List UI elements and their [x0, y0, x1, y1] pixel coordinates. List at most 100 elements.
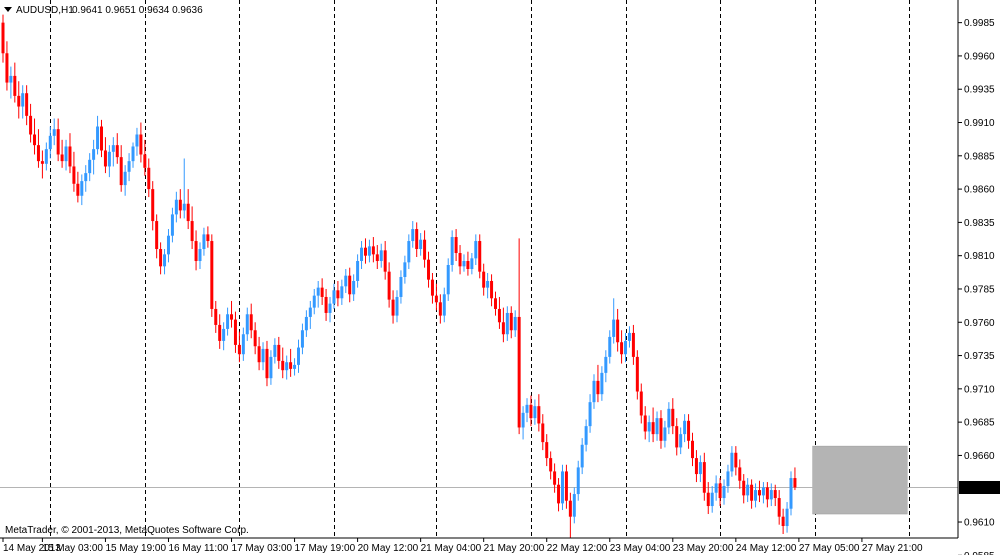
candle [482, 263, 486, 296]
candle-body [785, 508, 789, 527]
candle [36, 129, 40, 168]
candle [411, 221, 415, 248]
price-tick-label: 0.9710 [964, 384, 995, 395]
time-tick-label: 21 May 04:00 [421, 543, 482, 554]
candle [501, 307, 505, 343]
candle-body [72, 166, 76, 184]
candle-body [21, 93, 25, 107]
candle [241, 327, 245, 361]
candle [505, 306, 509, 341]
candle-body [139, 134, 143, 155]
candle-body [687, 420, 691, 441]
candle [48, 126, 52, 159]
candle [80, 174, 84, 206]
candle [560, 464, 564, 511]
candle [576, 460, 580, 501]
candle [588, 394, 592, 433]
candle-body [182, 203, 186, 211]
time-tick-label: 16 May 11:00 [168, 543, 228, 554]
candle-body [210, 241, 214, 309]
candle-body [127, 161, 131, 172]
candle-body [608, 336, 612, 357]
candle-body [718, 483, 722, 499]
candle [446, 258, 450, 301]
candle [691, 432, 694, 467]
price-tick-label: 0.9660 [964, 451, 995, 462]
candle-body [198, 249, 202, 262]
candle [399, 270, 403, 304]
candle [174, 191, 178, 223]
candle-body [56, 129, 60, 155]
candle [391, 290, 395, 324]
candle-body [40, 161, 44, 164]
candle [529, 395, 533, 427]
triangle-down-icon[interactable] [4, 7, 12, 12]
candle [694, 450, 698, 483]
candle-body [48, 135, 52, 150]
candle-body [241, 334, 245, 355]
candle-body [572, 494, 576, 517]
candle [159, 242, 163, 275]
candle-body [155, 221, 159, 250]
candle-body [478, 241, 482, 272]
candle [750, 479, 754, 509]
candle-body [450, 237, 454, 266]
candle [151, 181, 155, 231]
candle-body [151, 189, 155, 222]
candle [202, 227, 206, 256]
candle-body [781, 516, 785, 527]
candle-body [427, 259, 431, 280]
candle-body [663, 427, 667, 441]
candle-body [25, 93, 29, 116]
candle-body [289, 362, 293, 369]
candle-body [214, 308, 218, 325]
candle [163, 249, 167, 275]
candle [143, 139, 147, 176]
candle [206, 226, 210, 248]
candle-body [513, 316, 517, 331]
candle [387, 262, 391, 308]
candle-body [277, 344, 281, 361]
candle-body [281, 360, 285, 371]
candle-body [218, 324, 222, 341]
candle-body [103, 150, 107, 167]
candle [604, 350, 608, 383]
candle [348, 267, 352, 303]
candle-body [722, 486, 726, 499]
candle [190, 206, 194, 250]
candle [706, 482, 710, 515]
candle-body [738, 467, 742, 481]
candle [194, 230, 198, 271]
candle-body [714, 483, 718, 493]
candle [608, 330, 612, 364]
time-tick-label: 20 May 12:00 [358, 543, 419, 554]
candle-body [68, 146, 72, 167]
candle [253, 322, 257, 355]
candle-body [273, 344, 277, 357]
candle [281, 347, 285, 379]
candle [789, 471, 793, 516]
candle [135, 127, 139, 156]
candle [624, 332, 628, 363]
candle-body [533, 406, 537, 419]
candle-body [186, 203, 190, 222]
candle-body [332, 290, 336, 304]
candle-body [458, 253, 462, 267]
price-tick-label: 0.9685 [964, 418, 995, 429]
candle-body [253, 330, 257, 347]
candle-body [651, 422, 655, 435]
candle [123, 165, 127, 196]
candle-body [490, 280, 494, 299]
candle [659, 410, 663, 449]
candle [635, 350, 639, 400]
candle [434, 283, 438, 311]
candle-body [631, 332, 635, 357]
candle [139, 122, 143, 163]
candle [537, 394, 541, 432]
candle-body [584, 426, 588, 445]
candle [419, 233, 423, 256]
candle [683, 414, 687, 443]
candle-body [521, 412, 525, 428]
candle [442, 287, 446, 323]
